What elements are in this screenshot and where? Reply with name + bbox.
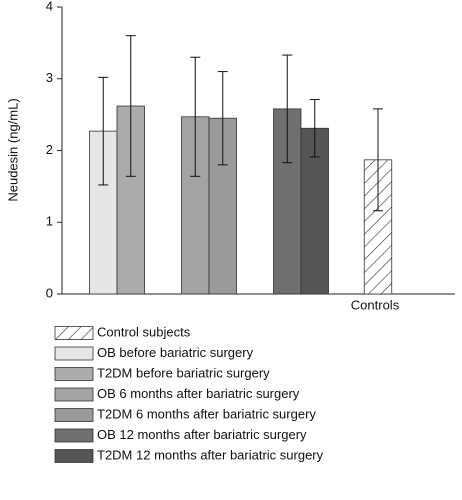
legend-swatch [54,428,94,443]
legend-label: Control subjects [97,324,191,339]
legend-label: T2DM before bariatric surgery [97,365,270,380]
legend-label: OB 12 months after bariatric surgery [97,427,307,442]
y-axis-label: Neudesin (ng/mL) [5,98,20,201]
y-tick-label: 3 [46,70,53,85]
legend-label: OB before bariatric surgery [97,345,254,360]
legend-swatch [54,326,94,340]
legend-swatch [54,346,94,361]
y-tick-label: 4 [46,0,53,13]
legend-label: T2DM 6 months after bariatric surgery [97,406,316,421]
legend-label: T2DM 12 months after bariatric surgery [97,447,324,462]
x-tick-label: Controls [351,297,400,312]
legend-swatch [54,449,94,463]
y-tick-label: 0 [46,285,53,300]
y-tick-label: 1 [46,214,53,229]
legend-label: OB 6 months after bariatric surgery [97,386,300,401]
legend-swatch [54,367,94,381]
legend-swatch [54,408,94,422]
y-tick-label: 2 [46,142,53,157]
legend-swatch [54,387,94,402]
